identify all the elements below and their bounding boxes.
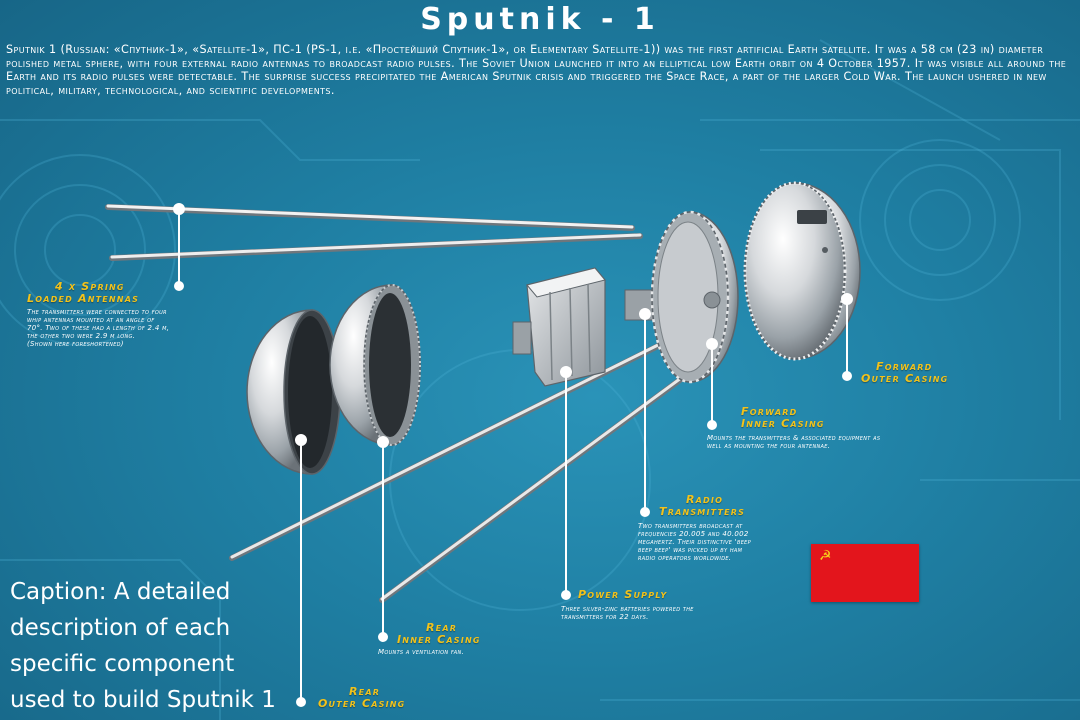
rear-inner-casing-description: Mounts a ventilation fan.	[378, 648, 465, 656]
soviet-flag: ☭	[811, 544, 919, 602]
radio-transmitters-description: radio operators worldwide.	[638, 554, 732, 562]
antennas-description: (Shown here foreshortened)	[27, 340, 124, 348]
rear-inner-casing-heading: Inner Casing	[397, 633, 481, 646]
antennas-heading: 4 x Spring	[55, 280, 125, 293]
power-supply-description: transmitters for 22 days.	[561, 613, 649, 621]
forward-outer-casing-heading: Forward	[876, 360, 933, 373]
antenna-rods	[105, 204, 703, 603]
leader-lines	[173, 203, 853, 707]
radio-transmitters-description: Two transmitters broadcast at	[638, 522, 743, 530]
antennas-description: the other two were 2.9 m long.	[27, 332, 136, 340]
rear-outer-casing-shape	[246, 309, 341, 475]
radio-transmitters-heading: Radio	[686, 493, 724, 506]
image-caption: Caption: A detailed description of each …	[10, 579, 276, 713]
rear-outer-casing-heading: Outer Casing	[318, 697, 406, 710]
antennas-description: whip antennas mounted at an angle of	[27, 316, 155, 324]
forward-outer-casing-shape	[743, 181, 861, 361]
power-supply-heading: Power Supply	[578, 588, 668, 601]
forward-inner-casing-heading: Forward	[741, 405, 798, 418]
radio-transmitters-description: beep beep' was picked up by ham	[638, 546, 743, 554]
rear-outer-casing-heading: Rear	[349, 685, 381, 698]
forward-inner-casing-description: well as mounting the four antennae.	[707, 442, 831, 450]
rear-inner-casing-heading: Rear	[426, 621, 458, 634]
intro-paragraph: Sputnik 1 (Russian: «Спутник-1», «Satell…	[6, 43, 1067, 97]
page-title: Sputnik - 1	[420, 2, 660, 37]
antennas-description: 70°. Two of these had a length of 2.4 m,	[27, 324, 170, 332]
antennas-heading: Loaded Antennas	[27, 292, 140, 305]
radio-transmitters-heading: Transmitters	[659, 505, 746, 518]
radio-transmitters-description: frequencies 20.005 and 40.002	[638, 530, 749, 538]
radio-transmitters-description: megahertz. Their distinctive 'beep	[638, 538, 751, 546]
antennas-description: The transmitters were connected to four	[27, 308, 167, 316]
power-supply-description: Three silver-zinc batteries powered the	[561, 605, 694, 613]
power-supply-shape	[512, 267, 606, 387]
forward-outer-casing-heading: Outer Casing	[861, 372, 949, 385]
rear-inner-casing-shape	[329, 284, 421, 446]
forward-inner-casing-heading: Inner Casing	[741, 417, 825, 430]
hammer-and-sickle-icon: ☭	[819, 548, 832, 564]
forward-inner-casing-shape	[624, 210, 739, 384]
forward-inner-casing-description: Mounts the transmitters & associated equ…	[707, 434, 881, 442]
